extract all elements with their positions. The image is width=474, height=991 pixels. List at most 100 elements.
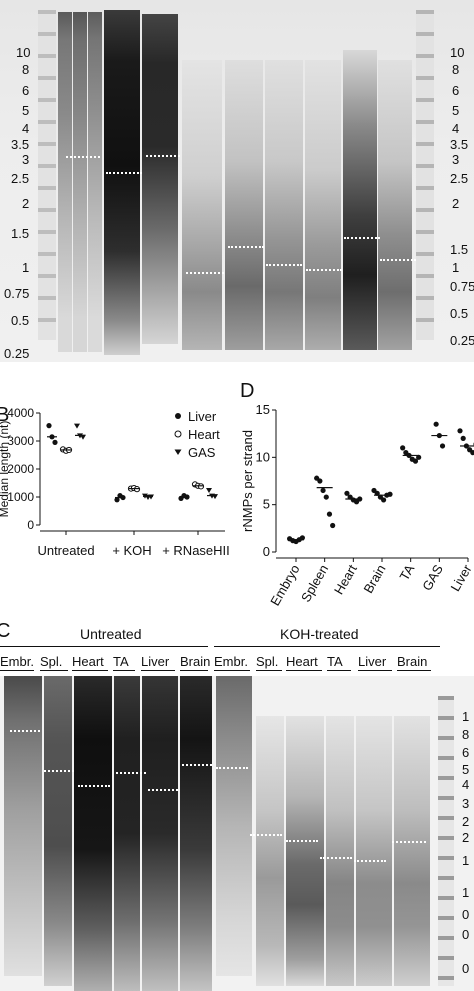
y-tick-label: 2000 — [7, 462, 34, 476]
lane-label: Heart — [72, 654, 104, 669]
gel-lane — [326, 716, 354, 986]
data-point — [330, 522, 336, 529]
y-tick-label: 4000 — [7, 406, 34, 420]
lane-underline — [72, 670, 108, 671]
y-tick-label: 0 — [27, 518, 34, 532]
ladder-lane-right — [438, 696, 454, 986]
group-label-untreated: Untreated — [80, 626, 142, 642]
data-point — [46, 423, 52, 429]
panel-letter-c: C — [0, 620, 11, 642]
data-point — [80, 434, 86, 440]
x-tick-label: Liver — [448, 561, 474, 593]
gel-panel-a — [0, 0, 474, 362]
ladder-label: 0 — [462, 907, 470, 922]
ladder-label: 1 — [22, 260, 30, 275]
y-axis-label: rNMPs per strand — [240, 430, 255, 532]
ladder-label: 2 — [452, 196, 460, 211]
data-point — [320, 487, 326, 494]
legend-marker — [174, 449, 182, 455]
lane-underline — [358, 670, 392, 671]
median-marker — [392, 841, 426, 843]
lane-label: Liver — [358, 654, 387, 669]
gel-lane — [142, 14, 178, 344]
lane-label: Brain — [397, 654, 428, 669]
ladder-label: 1 — [462, 709, 470, 724]
ladder-label: 4 — [22, 121, 30, 136]
data-point — [412, 458, 419, 464]
ladder-lane-left — [38, 10, 56, 340]
gel-lane — [225, 60, 263, 350]
legend-marker — [174, 430, 182, 438]
median-marker — [78, 785, 110, 787]
ladder-label: 8 — [22, 62, 30, 77]
ladder-label: 4 — [452, 121, 460, 136]
x-tick-label: Heart — [331, 562, 360, 597]
legend-marker — [175, 413, 181, 419]
panel-letter-b: B — [0, 404, 10, 426]
median-marker — [320, 857, 352, 859]
gel-lane — [180, 676, 212, 991]
panel-letter-d: D — [240, 380, 255, 402]
ladder-label: 2 — [22, 196, 30, 211]
ladder-label: 5 — [22, 103, 30, 118]
y-axis-label: Median length (nt) — [0, 421, 11, 518]
lane-underline — [40, 670, 68, 671]
ladder-label: 3 — [22, 152, 30, 167]
data-point — [470, 450, 474, 456]
data-point — [400, 445, 406, 451]
gel-lane — [4, 676, 42, 976]
ladder-label: 5 — [462, 762, 470, 777]
ladder-label: 4 — [462, 777, 470, 792]
ladder-label: 0.25 — [4, 346, 30, 361]
lane-label: Liver — [141, 654, 170, 669]
median-marker — [106, 172, 142, 174]
data-point — [74, 423, 80, 429]
lane-label: Embr. — [214, 654, 248, 669]
ladder-label: 10 — [450, 45, 465, 60]
ladder-label: 2.5 — [11, 171, 30, 186]
ladder-label: 1 — [462, 885, 470, 900]
data-point — [387, 491, 393, 497]
ladder-label: 0.75 — [4, 286, 30, 301]
gel-lane — [256, 716, 284, 986]
lane-underline — [0, 670, 34, 671]
x-tick-label: + KOH — [112, 543, 151, 558]
ladder-label: 5 — [452, 103, 460, 118]
gel-lane — [378, 60, 412, 350]
legend-label: Heart — [188, 427, 220, 442]
gel-lane — [114, 676, 140, 991]
x-tick-label: TA — [396, 562, 417, 583]
group-line-untreated — [0, 646, 208, 647]
ladder-label: 6 — [22, 83, 30, 98]
ladder-label: 1.5 — [450, 242, 469, 257]
median-marker — [10, 730, 40, 732]
y-tick-label: 3000 — [7, 434, 34, 448]
y-tick-label: 1000 — [7, 490, 34, 504]
median-marker — [266, 264, 302, 266]
group-label-koh: KOH-treated — [280, 626, 359, 642]
median-marker — [182, 764, 212, 766]
ladder-label: 2.5 — [450, 171, 469, 186]
y-tick-label: 10 — [256, 449, 270, 464]
ladder-label: 3.5 — [11, 137, 30, 152]
lane-label: Spl. — [40, 654, 63, 669]
data-point — [439, 443, 446, 449]
ladder-label: 3 — [452, 152, 460, 167]
median-marker — [306, 269, 342, 271]
ladder-label: 6 — [462, 745, 470, 760]
ladder-label: 1.5 — [11, 226, 30, 241]
gel-lane — [44, 676, 72, 986]
ladder-label: 1 — [452, 260, 460, 275]
data-point — [344, 490, 350, 496]
gel-lane — [305, 60, 341, 350]
x-tick-label: Brain — [360, 562, 388, 596]
median-marker — [66, 156, 100, 158]
gel-lane — [216, 676, 252, 976]
lane-underline — [256, 670, 282, 671]
median-marker — [380, 259, 416, 261]
lane-underline — [397, 670, 431, 671]
ladder-lane-right — [416, 10, 434, 340]
data-point — [460, 435, 466, 441]
gel-lane — [58, 12, 72, 352]
